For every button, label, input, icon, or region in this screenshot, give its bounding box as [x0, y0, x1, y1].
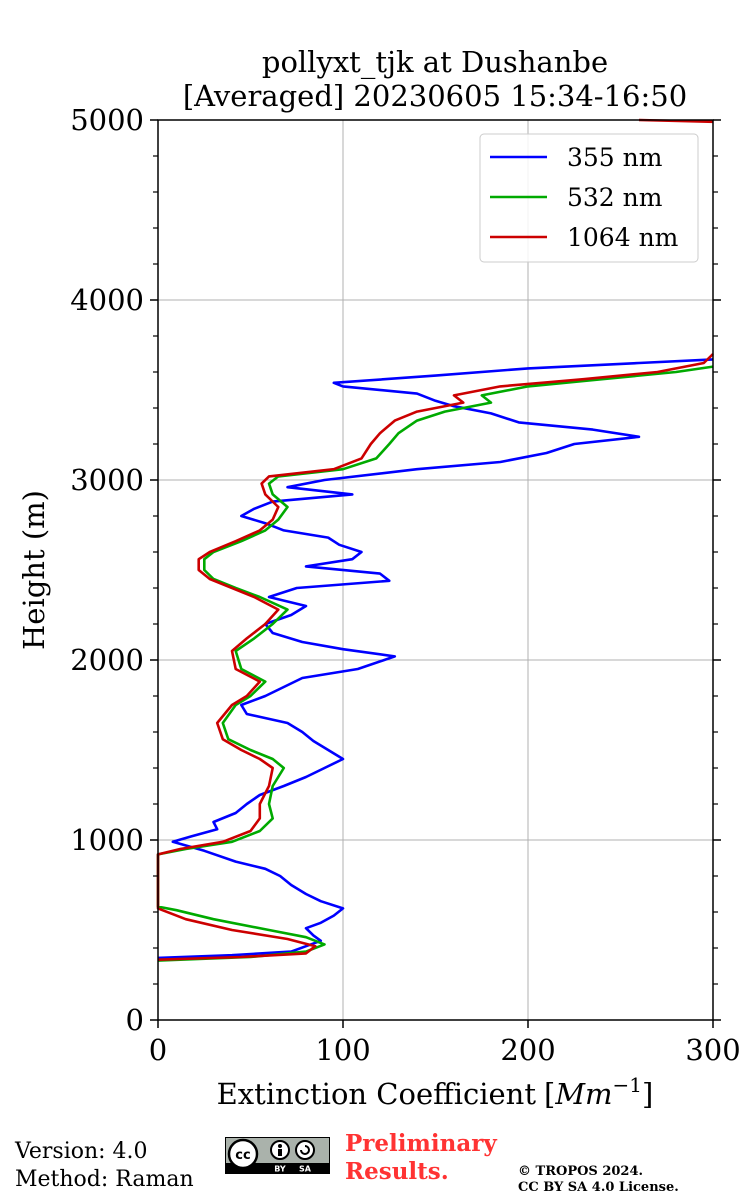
- preliminary-line-1: Preliminary: [345, 1130, 497, 1157]
- preliminary-line-2: Results.: [345, 1158, 449, 1185]
- x-tick-label: 200: [500, 1033, 555, 1067]
- y-tick-label: 1000: [70, 823, 144, 857]
- chart-subtitle: [Averaged] 20230605 15:34-16:50: [183, 79, 687, 113]
- y-axis-label: Height (m): [17, 490, 51, 650]
- y-tick-label: 3000: [70, 463, 144, 497]
- series-line: [156, 353, 714, 961]
- series-line: [157, 358, 714, 960]
- legend: 355 nm 532 nm 1064 nm: [479, 133, 699, 263]
- footer-info: Version: 4.0 Method: Raman: [15, 1138, 194, 1194]
- x-axis-label: Extinction Coefficient [Mm−1]: [217, 1073, 654, 1111]
- copyright-line-1: © TROPOS 2024.: [518, 1164, 644, 1179]
- cc-license-badge: cc BY SA: [225, 1137, 330, 1174]
- x-tick-label: 100: [315, 1033, 370, 1067]
- legend-label: 532 nm: [567, 183, 663, 212]
- legend-label: 1064 nm: [567, 223, 679, 252]
- sa-label: SA: [299, 1165, 312, 1174]
- chart-title: pollyxt_tjk at Dushanbe: [262, 45, 608, 80]
- y-tick-label: 5000: [70, 103, 144, 137]
- x-axis-unit-exponent: −1: [613, 1073, 642, 1097]
- creative-commons-icon: [227, 1138, 259, 1170]
- copyright-notice: © TROPOS 2024. CC BY SA 4.0 License.: [518, 1164, 679, 1196]
- x-axis-label-text: Extinction Coefficient: [217, 1077, 537, 1111]
- method-text: Method: Raman: [15, 1167, 194, 1192]
- legend-box: [479, 133, 699, 263]
- by-label: BY: [274, 1165, 286, 1174]
- x-tick-label: 0: [149, 1033, 167, 1067]
- preliminary-notice: Preliminary Results.: [345, 1130, 497, 1186]
- version-text: Version: 4.0: [15, 1139, 148, 1164]
- y-tick-label: 4000: [70, 283, 144, 317]
- plot-frame: [157, 119, 714, 1021]
- extinction-chart: pollyxt_tjk at Dushanbe [Averaged] 20230…: [17, 45, 741, 1111]
- y-tick-label: 2000: [70, 643, 144, 677]
- y-tick-label: 0: [126, 1003, 144, 1037]
- series-line: [156, 365, 714, 962]
- copyright-line-2: CC BY SA 4.0 License.: [518, 1180, 679, 1195]
- x-axis-unit: Mm: [554, 1077, 612, 1111]
- legend-label: 355 nm: [567, 143, 663, 172]
- cc-letters: cc: [235, 1148, 250, 1163]
- share-alike-icon: [295, 1140, 315, 1160]
- x-tick-label: 300: [685, 1033, 740, 1067]
